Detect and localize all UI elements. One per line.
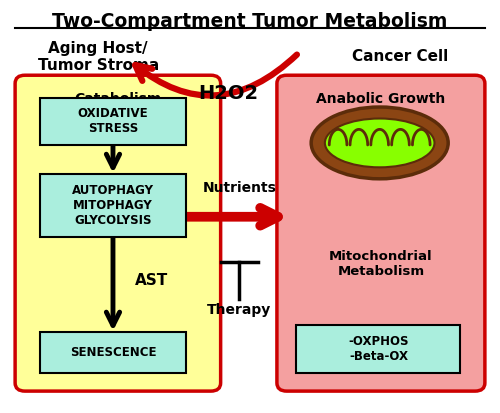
Ellipse shape — [311, 107, 448, 179]
Text: OXIDATIVE
STRESS: OXIDATIVE STRESS — [78, 107, 148, 135]
FancyBboxPatch shape — [296, 325, 460, 373]
FancyBboxPatch shape — [40, 174, 186, 237]
Text: Two-Compartment Tumor Metabolism: Two-Compartment Tumor Metabolism — [52, 12, 448, 31]
FancyBboxPatch shape — [277, 75, 485, 391]
Text: Cancer Cell: Cancer Cell — [352, 49, 448, 64]
Text: SENESCENCE: SENESCENCE — [70, 346, 156, 358]
Ellipse shape — [325, 119, 434, 167]
Text: H2O2: H2O2 — [198, 84, 258, 103]
Text: Catabolism: Catabolism — [74, 93, 162, 107]
Text: Nutrients: Nutrients — [202, 181, 276, 195]
FancyBboxPatch shape — [15, 75, 221, 391]
FancyBboxPatch shape — [40, 332, 186, 373]
Text: AST: AST — [135, 273, 168, 288]
FancyBboxPatch shape — [40, 98, 186, 145]
Text: Therapy: Therapy — [207, 303, 272, 317]
Text: -OXPHOS
-Beta-OX: -OXPHOS -Beta-OX — [348, 335, 408, 363]
Text: Mitochondrial
Metabolism: Mitochondrial Metabolism — [329, 250, 432, 278]
Text: Aging Host/
Tumor Stroma: Aging Host/ Tumor Stroma — [38, 40, 159, 73]
Text: AUTOPHAGY
MITOPHAGY
GLYCOLYSIS: AUTOPHAGY MITOPHAGY GLYCOLYSIS — [72, 184, 154, 227]
Text: Anabolic Growth: Anabolic Growth — [316, 93, 446, 107]
